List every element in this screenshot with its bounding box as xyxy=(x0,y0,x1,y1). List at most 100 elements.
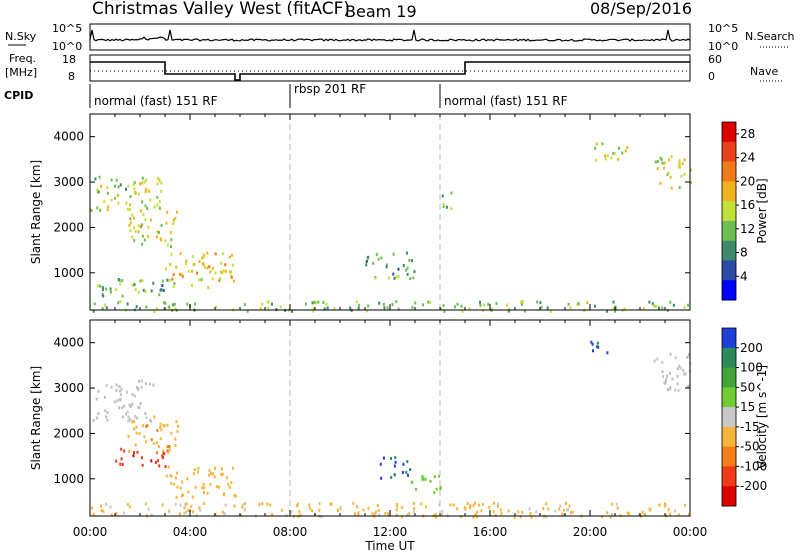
range-gate-cell xyxy=(119,183,122,187)
colorbar-swatch xyxy=(722,486,736,507)
range-gate-cell xyxy=(177,424,180,428)
range-gate-cell xyxy=(174,437,177,441)
range-gate-cell xyxy=(244,502,247,505)
range-gate-cell xyxy=(680,174,683,178)
range-gate-cell xyxy=(383,306,386,310)
range-gate-cell xyxy=(115,459,118,463)
range-gate-cell xyxy=(653,359,656,363)
range-gate-cell xyxy=(98,175,101,179)
range-gate-cell xyxy=(380,256,383,260)
range-gate-cell xyxy=(517,510,520,514)
range-gate-cell xyxy=(162,449,164,453)
range-gate-cell xyxy=(133,226,136,230)
range-gate-cell xyxy=(558,507,561,511)
range-gate-cell xyxy=(296,504,299,508)
y-tick-label: 3000 xyxy=(53,381,84,395)
range-gate-cell xyxy=(614,309,616,313)
range-gate-cell xyxy=(129,228,132,232)
range-gate-cell xyxy=(175,265,178,269)
colorbar-swatch xyxy=(722,426,736,448)
range-gate-cell xyxy=(413,270,416,274)
range-gate-cell xyxy=(91,506,94,510)
range-gate-cell xyxy=(182,493,185,497)
freq-left-tick-top: 18 xyxy=(62,53,76,66)
range-gate-cell xyxy=(454,305,456,309)
range-gate-cell xyxy=(427,300,430,304)
range-gate-cell xyxy=(128,403,131,407)
range-gate-cell xyxy=(201,486,203,490)
range-gate-cell xyxy=(390,456,392,460)
range-gate-cell xyxy=(569,306,572,310)
range-gate-cell xyxy=(336,508,339,512)
range-gate-cell xyxy=(131,235,134,239)
range-gate-cell xyxy=(125,187,127,191)
range-gate-cell xyxy=(365,259,368,263)
range-gate-cell xyxy=(203,486,206,490)
range-gate-cell xyxy=(669,300,672,304)
range-gate-cell xyxy=(97,190,100,194)
range-gate-cell xyxy=(601,142,604,146)
range-gate-cell xyxy=(166,449,169,453)
colorbar-frame xyxy=(721,327,737,507)
range-gate-cell xyxy=(96,206,99,210)
cpid-strip: normal (fast) 151 RF rbsp 201 RF normal (f… xyxy=(89,82,568,108)
range-gate-cell xyxy=(681,162,684,166)
range-gate-cell xyxy=(271,513,273,517)
range-gate-cell xyxy=(135,305,138,309)
range-gate-cell xyxy=(435,487,438,491)
range-gate-cell xyxy=(167,305,170,309)
range-gate-cell xyxy=(156,235,158,239)
range-gate-cell xyxy=(131,283,134,287)
colorbar-swatch xyxy=(722,122,736,143)
range-gate-cell xyxy=(387,276,390,280)
range-gate-cell xyxy=(97,389,100,393)
station-title: Christmas Valley West (fitACF) xyxy=(92,0,350,19)
range-gate-cell xyxy=(535,510,538,514)
range-gate-cell xyxy=(206,251,209,255)
range-gate-cell xyxy=(134,394,137,398)
range-gate-cell xyxy=(478,503,481,507)
noise-right-label: N.Search xyxy=(745,30,795,43)
range-gate-cell xyxy=(218,485,221,489)
range-gate-cell xyxy=(133,181,136,184)
range-gate-cell xyxy=(156,429,159,433)
colorbar-frame xyxy=(721,121,737,301)
range-gate-cell xyxy=(156,182,159,186)
range-gate-cell xyxy=(134,288,137,292)
range-gate-cell xyxy=(676,382,679,386)
y-tick-label: 3000 xyxy=(53,175,84,189)
range-gate-cell xyxy=(468,307,471,311)
range-gate-cell xyxy=(180,273,183,277)
range-gate-cell xyxy=(549,309,552,313)
power-heatmap xyxy=(90,142,692,313)
range-gate-cell xyxy=(159,437,162,441)
range-gate-cell xyxy=(144,190,147,194)
power-axes: 1000 2000 3000 4000 xyxy=(53,114,691,310)
range-gate-cell xyxy=(187,269,190,273)
colorbar-tick-label: 8 xyxy=(740,246,748,260)
range-gate-cell xyxy=(395,513,398,517)
range-gate-cell xyxy=(266,300,269,304)
range-gate-cell xyxy=(165,474,168,478)
range-gate-cell xyxy=(101,293,104,297)
range-gate-cell xyxy=(166,210,169,214)
range-gate-cell xyxy=(129,418,132,422)
range-gate-cell xyxy=(540,305,543,309)
range-gate-cell xyxy=(450,207,453,211)
range-gate-cell xyxy=(473,501,476,505)
range-gate-cell xyxy=(170,431,173,435)
range-gate-cell xyxy=(487,302,490,306)
range-gate-cell xyxy=(155,307,158,311)
range-gate-cell xyxy=(174,307,177,311)
range-gate-cell xyxy=(397,307,400,311)
power-panel-frame xyxy=(89,113,691,311)
range-gate-cell xyxy=(107,205,110,209)
range-gate-cell xyxy=(198,278,201,282)
range-gate-cell xyxy=(506,303,508,307)
range-gate-cell xyxy=(196,271,198,275)
range-gate-cell xyxy=(198,260,201,264)
range-gate-cell xyxy=(313,300,316,304)
range-gate-cell xyxy=(406,513,409,517)
range-gate-cell xyxy=(317,300,320,304)
range-gate-cell xyxy=(661,360,664,364)
